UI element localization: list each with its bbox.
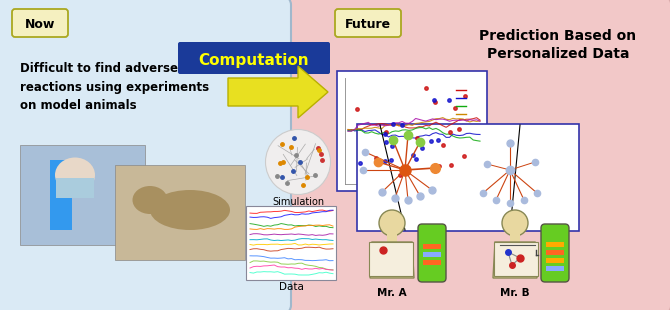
Bar — [50, 160, 72, 230]
Text: Simulation: Simulation — [272, 197, 324, 207]
FancyBboxPatch shape — [12, 9, 68, 37]
Text: Difficult to find adverse
reactions using experiments
on model animals: Difficult to find adverse reactions usin… — [20, 62, 209, 112]
FancyBboxPatch shape — [357, 124, 579, 231]
Text: Mr. A: Mr. A — [377, 288, 407, 298]
Text: Future: Future — [345, 19, 391, 32]
Ellipse shape — [55, 157, 95, 193]
Polygon shape — [493, 242, 537, 278]
Bar — [546, 250, 564, 255]
FancyBboxPatch shape — [115, 165, 245, 260]
FancyBboxPatch shape — [541, 224, 569, 282]
Text: Mr. B: Mr. B — [500, 288, 530, 298]
FancyBboxPatch shape — [20, 145, 145, 245]
Text: Prediction Based on
Personalized Data: Prediction Based on Personalized Data — [480, 29, 636, 61]
FancyBboxPatch shape — [178, 42, 330, 74]
Polygon shape — [370, 242, 414, 278]
Bar — [56, 178, 94, 198]
FancyBboxPatch shape — [494, 242, 538, 276]
Bar — [423, 260, 441, 265]
Bar — [423, 244, 441, 249]
Text: Now: Now — [25, 19, 55, 32]
Ellipse shape — [150, 190, 230, 230]
Bar — [546, 258, 564, 263]
Bar — [546, 266, 564, 271]
Bar — [546, 242, 564, 247]
FancyBboxPatch shape — [246, 206, 336, 280]
Bar — [423, 252, 441, 257]
FancyBboxPatch shape — [335, 9, 401, 37]
FancyBboxPatch shape — [418, 224, 446, 282]
Bar — [510, 234, 520, 242]
Ellipse shape — [265, 130, 330, 194]
FancyBboxPatch shape — [207, 0, 670, 310]
FancyBboxPatch shape — [369, 242, 413, 276]
Ellipse shape — [502, 210, 528, 236]
FancyBboxPatch shape — [337, 71, 487, 191]
Ellipse shape — [379, 210, 405, 236]
Ellipse shape — [133, 186, 168, 214]
Polygon shape — [228, 66, 328, 118]
FancyBboxPatch shape — [0, 0, 291, 310]
Bar — [387, 234, 397, 242]
Text: Data: Data — [279, 282, 304, 292]
Text: Computation: Computation — [199, 52, 310, 68]
